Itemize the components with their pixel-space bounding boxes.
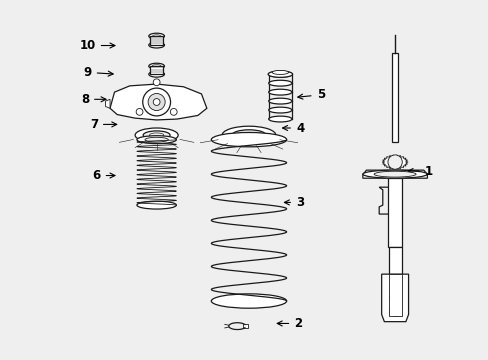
- Text: 10: 10: [80, 39, 115, 52]
- Bar: [387, 178, 401, 247]
- Polygon shape: [381, 274, 408, 321]
- Circle shape: [136, 108, 142, 115]
- Polygon shape: [110, 84, 206, 120]
- Text: 9: 9: [83, 66, 113, 79]
- Ellipse shape: [211, 294, 286, 308]
- Ellipse shape: [148, 42, 164, 48]
- Ellipse shape: [362, 170, 427, 178]
- Ellipse shape: [268, 107, 291, 113]
- Circle shape: [153, 79, 160, 86]
- Bar: [150, 36, 163, 45]
- Circle shape: [387, 155, 402, 169]
- Ellipse shape: [137, 201, 176, 209]
- Ellipse shape: [148, 71, 164, 77]
- Ellipse shape: [211, 132, 286, 147]
- Ellipse shape: [268, 116, 291, 122]
- Text: 3: 3: [284, 196, 304, 209]
- Ellipse shape: [240, 132, 258, 138]
- Text: 4: 4: [282, 122, 304, 135]
- Ellipse shape: [222, 126, 275, 144]
- Text: 1: 1: [407, 165, 431, 177]
- Ellipse shape: [143, 131, 170, 139]
- Polygon shape: [381, 155, 407, 169]
- Circle shape: [389, 306, 399, 316]
- Ellipse shape: [148, 63, 164, 69]
- Text: 8: 8: [81, 93, 106, 106]
- Ellipse shape: [268, 71, 291, 77]
- Ellipse shape: [268, 80, 291, 86]
- Ellipse shape: [135, 128, 178, 142]
- Polygon shape: [105, 99, 110, 108]
- Bar: [388, 274, 401, 316]
- Polygon shape: [362, 170, 427, 178]
- Ellipse shape: [137, 136, 176, 144]
- Ellipse shape: [148, 33, 164, 39]
- Circle shape: [142, 88, 170, 116]
- Ellipse shape: [149, 133, 163, 138]
- Ellipse shape: [144, 137, 168, 142]
- Circle shape: [170, 108, 177, 115]
- Ellipse shape: [231, 130, 265, 140]
- Bar: [391, 53, 397, 142]
- Bar: [242, 324, 247, 328]
- Circle shape: [148, 94, 165, 111]
- Text: 7: 7: [90, 118, 117, 131]
- Text: 5: 5: [297, 88, 324, 101]
- Ellipse shape: [267, 71, 292, 77]
- Text: 6: 6: [92, 169, 115, 182]
- Bar: [388, 247, 401, 274]
- Bar: [150, 66, 163, 74]
- Ellipse shape: [152, 64, 161, 68]
- Circle shape: [389, 292, 399, 301]
- Ellipse shape: [268, 89, 291, 95]
- Ellipse shape: [268, 98, 291, 104]
- Text: 2: 2: [277, 317, 302, 330]
- Circle shape: [153, 99, 160, 105]
- Ellipse shape: [152, 35, 161, 37]
- Ellipse shape: [272, 71, 288, 75]
- Ellipse shape: [373, 171, 415, 177]
